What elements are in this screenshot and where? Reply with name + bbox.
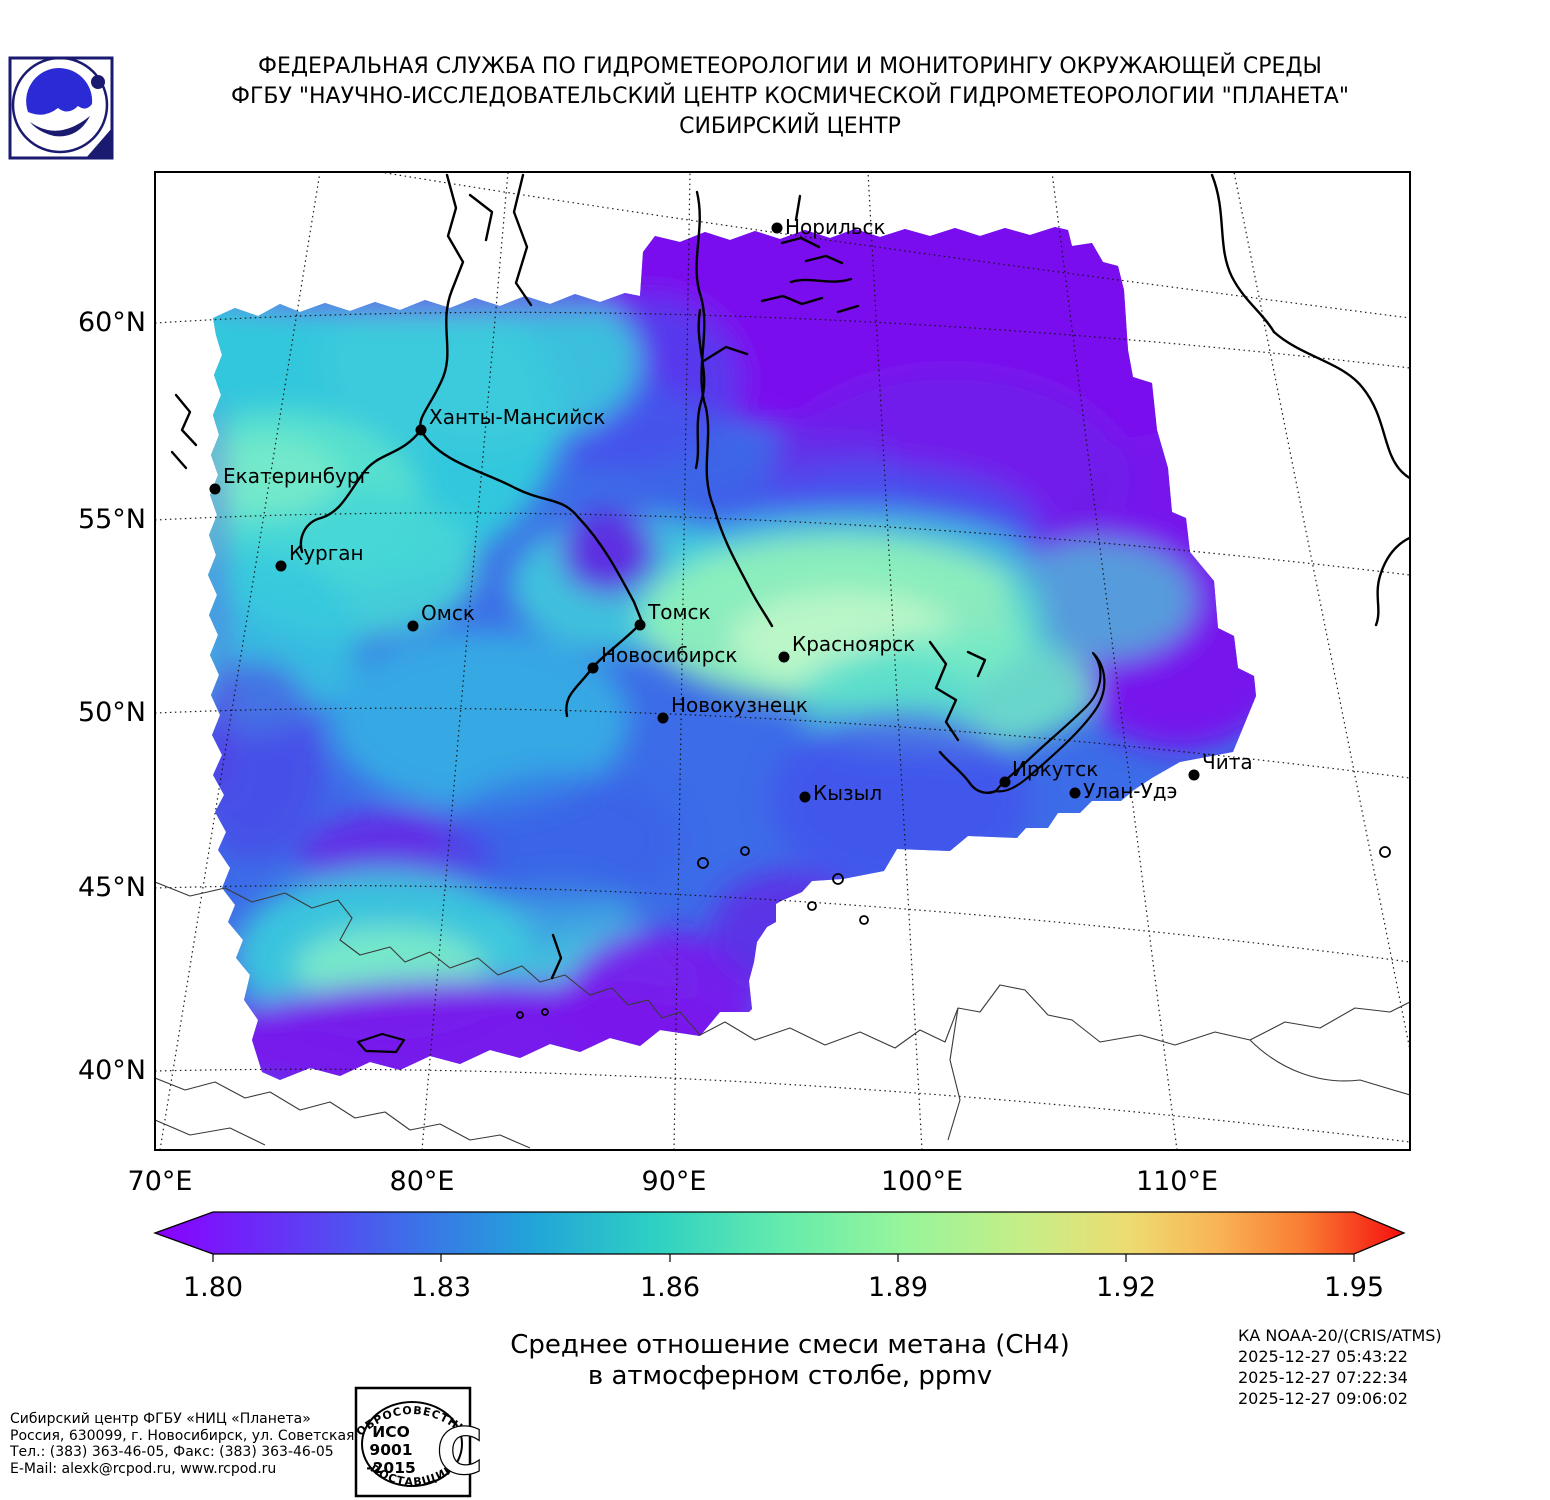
city-label-novosibirsk: Новосибирск [601, 643, 737, 667]
caption-line-2: в атмосферном столбе, ppmv [587, 1361, 993, 1391]
city-dot-irkutsk [999, 776, 1011, 788]
header-title: ФЕДЕРАЛЬНАЯ СЛУЖБА ПО ГИДРОМЕТЕОРОЛОГИИ … [90, 52, 1490, 142]
lon-label-90e: 90°E [642, 1166, 707, 1197]
city-dot-kurgan [275, 560, 287, 572]
parallel-50n [155, 707, 1410, 779]
lon-label-80e: 80°E [390, 1166, 455, 1197]
planeta-logo [8, 56, 114, 160]
satellite-platform: КА NOAA-20/(CRIS/ATMS) [1238, 1326, 1442, 1345]
city-dot-chita [1188, 769, 1200, 781]
map-frame [154, 171, 1411, 1151]
meridian-80e [421, 172, 509, 1150]
satellite-time-3: 2025-12-27 09:06:02 [1238, 1389, 1408, 1408]
meridian-100e [867, 172, 923, 1150]
stamp-c-letter: С [437, 1415, 483, 1488]
city-dot-yekaterinburg [209, 483, 221, 495]
city-label-ulan-ude: Улан-Удэ [1083, 779, 1178, 803]
lat-label-60n: 60°N [78, 307, 146, 338]
satellite-info: КА NOAA-20/(CRIS/ATMS) 2025-12-27 05:43:… [1238, 1325, 1442, 1409]
city-markers: Норильск Ханты-Мансийск Екатеринбург Кур… [209, 215, 1253, 805]
irtysh-river [299, 428, 423, 554]
city-label-omsk: Омск [421, 601, 475, 625]
ob-river [419, 288, 644, 624]
city-dot-khanty-mansiysk [415, 424, 427, 436]
footer-email: E-Mail: alexk@rcpod.ru, www.rcpod.ru [10, 1460, 277, 1477]
stamp-iso-line3: -2015 [366, 1459, 416, 1477]
city-dot-tomsk [634, 619, 646, 631]
cb-tick-186: 1.86 [640, 1272, 700, 1303]
city-dot-kyzyl [799, 791, 811, 803]
cb-tick-180: 1.80 [183, 1272, 243, 1303]
city-label-norilsk: Норильск [785, 215, 886, 239]
city-label-krasnoyarsk: Красноярск [792, 632, 915, 656]
caption-line-1: Среднее отношение смеси метана (CH4) [510, 1330, 1070, 1360]
cb-tick-189: 1.89 [868, 1272, 928, 1303]
stamp-iso-line2: 9001 [369, 1441, 412, 1459]
footer-org: Сибирский центр ФГБУ «НИЦ «Планета» [10, 1411, 311, 1427]
city-label-kyzyl: Кызыл [813, 781, 882, 805]
lat-label-40n: 40°N [78, 1055, 146, 1086]
satellite-time-1: 2025-12-27 05:43:22 [1238, 1347, 1408, 1366]
parallel-60n [155, 311, 1410, 369]
city-label-novokuznetsk: Новокузнецк [671, 693, 808, 717]
city-label-kurgan: Курган [289, 541, 364, 565]
graticule-grid [155, 172, 1410, 1150]
colorbar-tick-marks [212, 1254, 1355, 1262]
map-panel: Норильск Ханты-Мансийск Екатеринбург Кур… [78, 171, 1411, 1197]
footer-contacts: Сибирский центр ФГБУ «НИЦ «Планета» Росс… [10, 1411, 381, 1477]
angara-river [938, 750, 998, 795]
city-label-irkutsk: Иркутск [1012, 757, 1098, 781]
city-dot-norilsk [771, 222, 783, 234]
lon-label-70e: 70°E [128, 1166, 193, 1197]
rivers-and-lakes [170, 173, 1410, 1054]
parallel-45n [155, 885, 1410, 963]
title-line-1: ФЕДЕРАЛЬНАЯ СЛУЖБА ПО ГИДРОМЕТЕОРОЛОГИИ … [258, 54, 1322, 79]
stamp-iso-line1: ИСО [372, 1423, 410, 1441]
city-dot-omsk [407, 620, 419, 632]
lat-label-45n: 45°N [78, 872, 146, 903]
footer-phone: Тел.: (383) 363-46-05, Факс: (383) 363-4… [10, 1444, 334, 1460]
satellite-time-2: 2025-12-27 07:22:34 [1238, 1368, 1408, 1387]
cb-tick-195: 1.95 [1324, 1272, 1384, 1303]
city-label-yekaterinburg: Екатеринбург [223, 464, 370, 488]
map-caption: Среднее отношение смеси метана (CH4) в а… [320, 1330, 1260, 1392]
meridian-120e [1233, 172, 1410, 1054]
lat-label-55n: 55°N [78, 504, 146, 535]
methane-data-field [208, 227, 1256, 1080]
city-dot-novokuznetsk [657, 712, 669, 724]
ob-gulf [445, 173, 465, 292]
city-label-khanty-mansiysk: Ханты-Мансийск [429, 405, 605, 429]
parallel-40n [155, 1068, 1410, 1143]
lon-label-110e: 110°E [1136, 1166, 1218, 1197]
city-dot-novosibirsk [587, 662, 599, 674]
cb-tick-192: 1.92 [1096, 1272, 1156, 1303]
colorbar-tick-labels: 1.80 1.83 1.86 1.89 1.92 1.95 [183, 1272, 1384, 1303]
city-dot-ulan-ude [1069, 787, 1081, 799]
lena-river [1210, 173, 1276, 334]
latitude-axis: 60°N 55°N 50°N 45°N 40°N [78, 307, 146, 1086]
title-line-2: ФГБУ "НАУЧНО-ИССЛЕДОВАТЕЛЬСКИЙ ЦЕНТР КОС… [231, 84, 1349, 109]
colorbar: 1.80 1.83 1.86 1.89 1.92 1.95 [153, 1211, 1406, 1303]
lat-label-50n: 50°N [78, 697, 146, 728]
yenisei-river [695, 190, 774, 628]
colorbar-gradient-bar [153, 1211, 1406, 1255]
country-borders [155, 881, 1410, 1149]
meridian-70e [159, 172, 321, 1150]
title-line-3: СИБИРСКИЙ ЦЕНТР [679, 114, 901, 139]
cb-tick-183: 1.83 [411, 1272, 471, 1303]
longitude-axis: 70°E 80°E 90°E 100°E 110°E [128, 1166, 1219, 1197]
footer-address: Россия, 630099, г. Новосибирск, ул. Сове… [10, 1427, 382, 1444]
lon-label-100e: 100°E [881, 1166, 963, 1197]
parallel-55n [155, 512, 1410, 576]
meridian-90e [673, 172, 691, 1150]
city-dot-krasnoyarsk [778, 651, 790, 663]
city-label-chita: Чита [1202, 750, 1253, 774]
city-label-tomsk: Томск [647, 600, 711, 624]
